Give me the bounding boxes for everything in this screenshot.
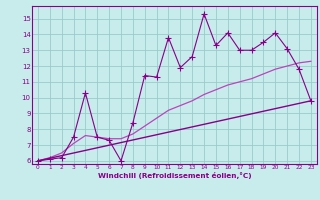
- X-axis label: Windchill (Refroidissement éolien,°C): Windchill (Refroidissement éolien,°C): [98, 172, 251, 179]
